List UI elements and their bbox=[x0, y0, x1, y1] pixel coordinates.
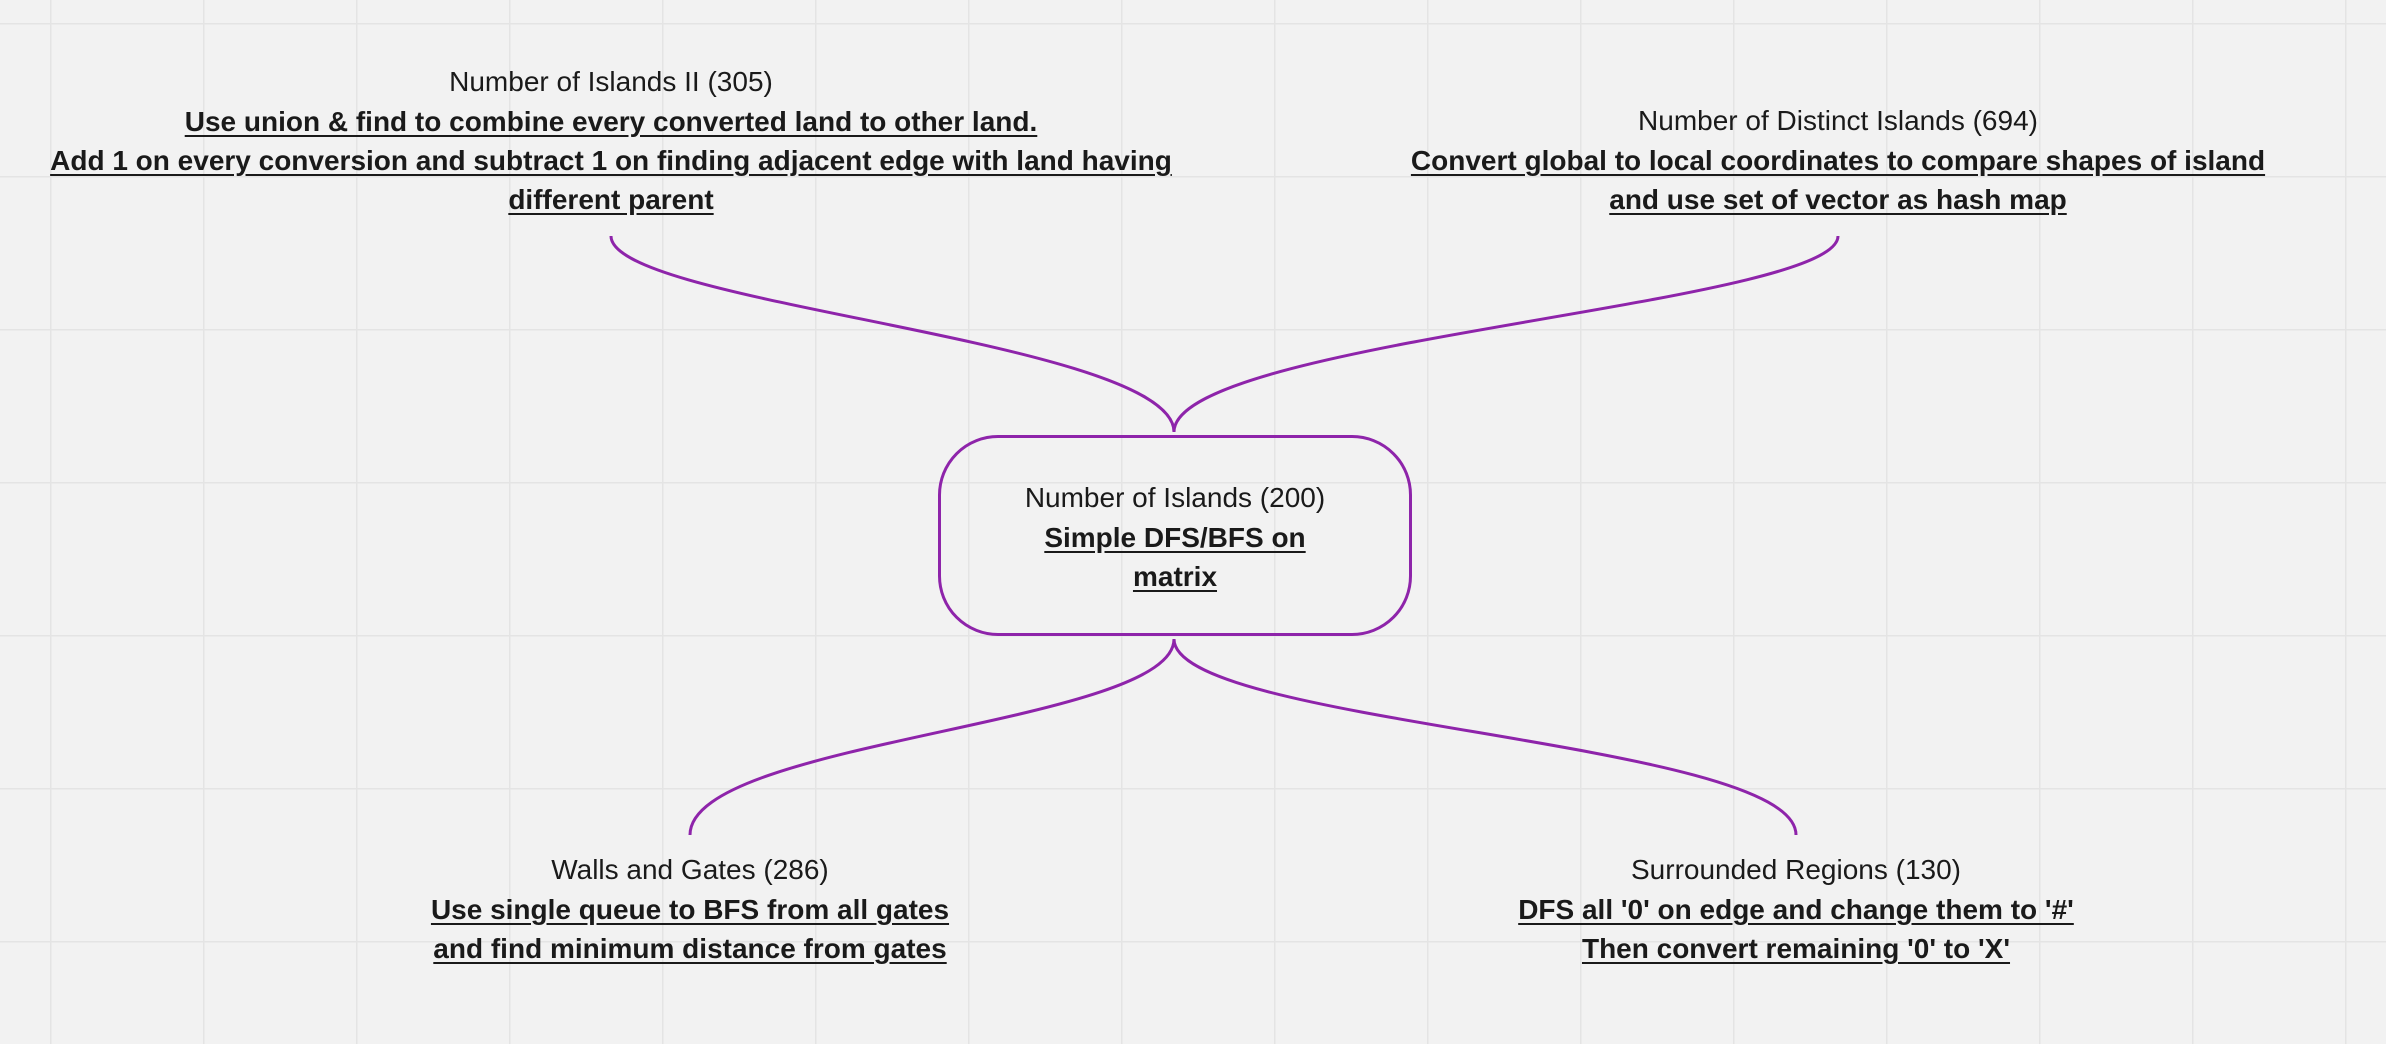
description-line: and use set of vector as hash map bbox=[1609, 184, 2067, 215]
description-line: different parent bbox=[508, 184, 714, 215]
description-line: and find minimum distance from gates bbox=[433, 933, 947, 964]
node-title: Walls and Gates (286) bbox=[551, 854, 829, 885]
description-line: DFS all '0' on edge and change them to '… bbox=[1518, 894, 2074, 925]
description-line: Convert global to local coordinates to c… bbox=[1410, 145, 2266, 176]
description-line: Then convert remaining '0' to 'X' bbox=[1581, 933, 2011, 964]
description-line: matrix bbox=[1132, 561, 1218, 592]
node-number-of-islands[interactable]: Number of Islands (200) Simple DFS/BFS o… bbox=[938, 435, 1412, 636]
connector-bottom-left bbox=[688, 638, 1176, 836]
node-description: DFS all '0' on edge and change them to '… bbox=[1396, 890, 2196, 968]
connector-bottom-right bbox=[1172, 638, 1798, 836]
description-line: Add 1 on every conversion and subtract 1… bbox=[50, 145, 1172, 176]
node-number-of-islands-ii[interactable]: Number of Islands II (305) Use union & f… bbox=[11, 62, 1211, 219]
node-title: Number of Islands II (305) bbox=[449, 66, 773, 97]
connector-top-right bbox=[1172, 235, 1840, 433]
node-title: Number of Distinct Islands (694) bbox=[1638, 105, 2038, 136]
node-title: Surrounded Regions (130) bbox=[1631, 854, 1961, 885]
node-description: Simple DFS/BFS on matrix bbox=[941, 518, 1409, 596]
node-description: Use union & find to combine every conver… bbox=[11, 102, 1211, 219]
connector-top-left bbox=[609, 235, 1176, 433]
node-walls-and-gates[interactable]: Walls and Gates (286) Use single queue t… bbox=[290, 850, 1090, 968]
description-line: Simple DFS/BFS on bbox=[1044, 522, 1306, 553]
node-description: Convert global to local coordinates to c… bbox=[1338, 141, 2338, 219]
description-line: Use union & find to combine every conver… bbox=[184, 106, 1038, 137]
node-surrounded-regions[interactable]: Surrounded Regions (130) DFS all '0' on … bbox=[1396, 850, 2196, 968]
node-number-of-distinct-islands[interactable]: Number of Distinct Islands (694) Convert… bbox=[1338, 101, 2338, 219]
node-description: Use single queue to BFS from all gates a… bbox=[290, 890, 1090, 968]
node-title: Number of Islands (200) bbox=[1024, 482, 1326, 513]
description-line: Use single queue to BFS from all gates bbox=[430, 894, 950, 925]
